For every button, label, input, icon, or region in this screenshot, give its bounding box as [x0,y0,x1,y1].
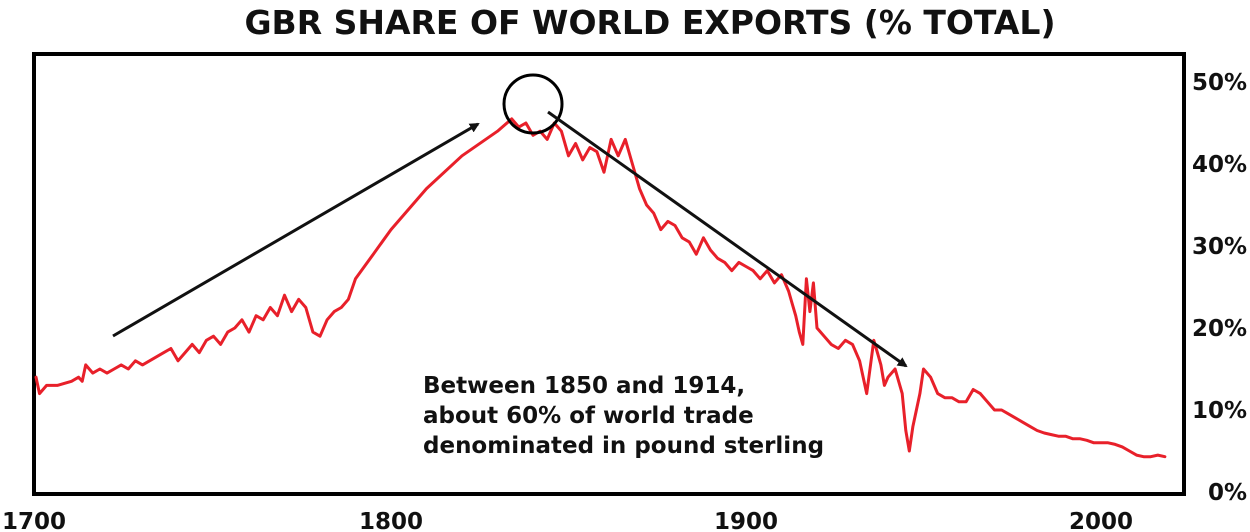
annotation-line-2: about 60% of world trade [423,403,754,429]
y-axis-ticks: 0% 10% 20% 30% 40% 50% [1192,70,1247,506]
y-tick-label: 50% [1192,70,1247,96]
rising-trend-arrow [112,122,480,338]
x-tick-label: 2000 [1069,509,1133,532]
y-tick-label: 10% [1192,398,1247,424]
plot-frame [32,52,1186,496]
y-tick-label: 0% [1208,480,1247,506]
series-line [34,117,1167,459]
annotation-line-3: denominated in pound sterling [423,433,824,459]
falling-trend-arrow [547,110,908,368]
x-tick-label: 1900 [714,509,778,532]
y-tick-label: 20% [1192,316,1247,342]
chart-title: GBR SHARE OF WORLD EXPORTS (% TOTAL) [244,3,1055,42]
x-tick-label: 1800 [359,509,423,532]
y-tick-label: 30% [1192,234,1247,260]
peak-circle-marker [502,73,564,135]
x-tick-label: 1700 [2,509,66,532]
x-axis-ticks: 1700 1800 1900 2000 [2,509,1133,532]
annotation-line-1: Between 1850 and 1914, [423,373,745,399]
y-tick-label: 40% [1192,152,1247,178]
